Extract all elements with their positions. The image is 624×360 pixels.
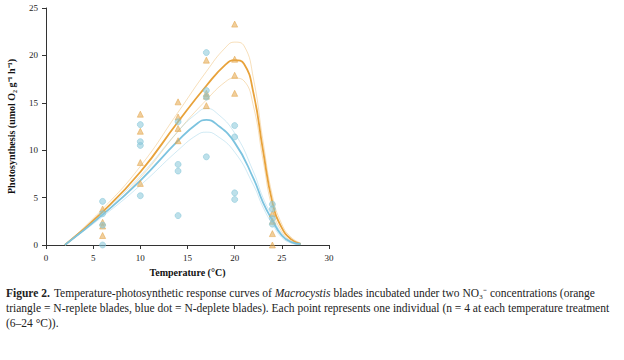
svg-text:15: 15 xyxy=(183,253,193,263)
svg-text:15: 15 xyxy=(29,98,39,108)
svg-text:20: 20 xyxy=(230,253,240,263)
svg-text:25: 25 xyxy=(277,253,287,263)
svg-text:5: 5 xyxy=(34,193,39,203)
svg-text:Photosynthesis (umol O₂ g⁻¹ h⁻: Photosynthesis (umol O₂ g⁻¹ h⁻¹) xyxy=(6,59,18,194)
svg-text:0: 0 xyxy=(44,253,49,263)
svg-text:5: 5 xyxy=(91,253,96,263)
svg-text:0: 0 xyxy=(34,240,39,250)
svg-text:Temperature (°C): Temperature (°C) xyxy=(150,267,226,279)
svg-text:10: 10 xyxy=(136,253,146,263)
svg-text:10: 10 xyxy=(29,145,39,155)
svg-text:20: 20 xyxy=(29,50,39,60)
svg-text:30: 30 xyxy=(325,253,335,263)
html-text:Figure 2. Temperature-photosyn: Figure 2. Temperature-photosynthetic res… xyxy=(6,287,610,329)
svg-text:25: 25 xyxy=(29,3,39,13)
